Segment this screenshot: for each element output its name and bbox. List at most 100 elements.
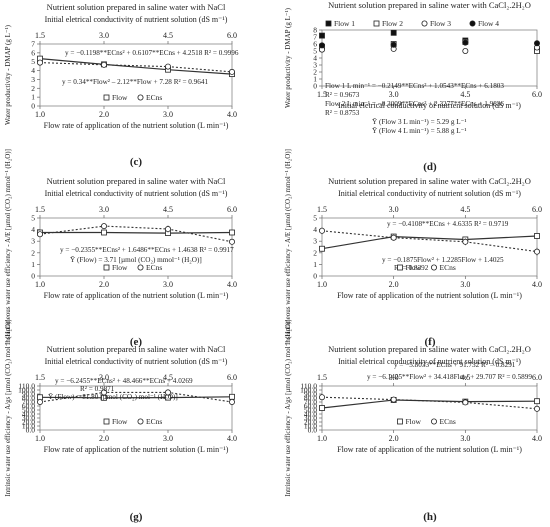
legend-marker (137, 264, 144, 271)
y-tick-label: 5 (313, 47, 317, 56)
legend-marker (430, 418, 437, 425)
top-tick-label: 4.5 (460, 205, 470, 214)
y-tick-label: 50.0 (22, 406, 35, 415)
plot-frame (39, 385, 233, 431)
x-axis-label: Flow rate of application of the nutrient… (44, 121, 229, 130)
y-tick-label: 7 (31, 40, 35, 49)
y-tick-label: 3 (31, 75, 35, 84)
y-tick-label: 30.0 (304, 414, 317, 423)
chart-title: Nutrient solution prepared in saline wat… (328, 176, 531, 186)
x-tick-label: 4.0 (227, 280, 237, 289)
legend-marker (103, 264, 110, 271)
y-tick-label: 60.0 (22, 402, 35, 411)
y-axis-label: Water productivity - DMAP (g L⁻¹) (4, 24, 12, 125)
equation-annotation: y = −0.1875Flow² + 1.2285Flow + 1.4025 (382, 256, 504, 264)
x-tick-label: 1.0 (317, 434, 327, 443)
y-tick-label: 4 (313, 225, 317, 234)
y-tick-label: 0 (31, 272, 35, 281)
legend-label: Flow (112, 417, 128, 426)
y-tick-label: 6 (31, 48, 35, 57)
y-tick-label: 80.0 (22, 394, 35, 403)
x-tick-label: 3.0 (460, 280, 470, 289)
y-tick-label: 10.0 (304, 422, 317, 431)
legend-item: Flow 4 (469, 19, 499, 28)
top-axis-label: Initial eletrical conductivity of nutrie… (338, 189, 521, 198)
legend-item: Flow (103, 263, 128, 272)
panel-label: (e) (130, 336, 143, 348)
plot-frame (321, 385, 538, 431)
data-point (534, 40, 541, 47)
x-tick-label: 4.0 (532, 280, 542, 289)
series-flow-2 (319, 39, 540, 54)
data-point (101, 223, 108, 230)
x-tick-label: 1.0 (35, 280, 45, 289)
x-tick-label: 3.0 (460, 434, 470, 443)
equation-annotation: Flow 1 L min⁻¹ = −0.2149**ECns² + 1.0543… (325, 82, 504, 90)
equation-annotation: Ȳ (Flow) = 81.80 [µmol (CO₂) mol⁻¹ (H₂O)… (48, 392, 178, 401)
top-tick-label: 1.5 (317, 205, 327, 214)
data-point (318, 227, 325, 234)
x-tick-label: 2.0 (99, 110, 109, 119)
legend-marker (137, 94, 144, 101)
y-tick-label: 4 (31, 225, 35, 234)
data-point (164, 63, 171, 70)
top-tick-label: 6.0 (227, 373, 237, 382)
panel-h: Nutrient solution prepared in saline wat… (284, 319, 542, 523)
legend-marker (469, 20, 476, 27)
series-flow (37, 55, 235, 78)
y-tick-label: 4 (313, 54, 317, 63)
top-tick-label: 6.0 (227, 205, 237, 214)
series-flow (319, 233, 540, 252)
legend-label: Flow 4 (478, 19, 499, 28)
series-ecns (318, 394, 541, 412)
y-tick-label: 2 (31, 248, 35, 257)
data-point (534, 398, 540, 405)
legend-marker (397, 418, 403, 425)
equation-annotation: Ȳ (Flow) = 3.71 [µmol (CO₂) mmol⁻¹ (H₂O)… (70, 255, 202, 264)
chart-title: Nutrient solution prepared in saline wat… (47, 176, 226, 186)
x-tick-label: 3.0 (163, 280, 173, 289)
y-tick-label: 3 (31, 237, 35, 246)
x-tick-label: 2.0 (99, 280, 109, 289)
data-point (229, 229, 235, 236)
trend-line (39, 225, 233, 243)
data-point (534, 405, 541, 412)
y-tick-label: 0 (313, 82, 317, 91)
legend-item: ECns (137, 263, 162, 272)
panel-c: Nutrient solution prepared in saline wat… (4, 2, 239, 168)
data-point (228, 68, 235, 75)
legend-item: Flow 2 (373, 19, 403, 28)
y-tick-label: 5 (313, 214, 317, 223)
top-axis-label: Initial eletrical conductivity of nutrie… (45, 189, 228, 198)
equation-annotation: Ȳ (Flow 4 L min⁻¹) = 5.88 g L⁻¹ (372, 126, 467, 135)
series-flow (319, 397, 540, 411)
x-tick-label: 3.0 (389, 90, 399, 99)
legend-label: Flow 1 (334, 19, 355, 28)
y-tick-label: 20.0 (22, 418, 35, 427)
panel-f: Nutrient solution prepared in saline wat… (284, 149, 542, 348)
x-tick-label: 1.0 (317, 280, 327, 289)
chart-title: Nutrient solution prepared in saline wat… (47, 344, 226, 354)
top-tick-label: 3.0 (389, 205, 399, 214)
top-tick-label: 6.0 (532, 205, 542, 214)
legend-item: Flow (397, 417, 422, 426)
top-axis-label: Initial eletrical conductivity of nutrie… (338, 357, 521, 366)
top-tick-label: 1.5 (35, 205, 45, 214)
y-tick-label: 6 (313, 40, 317, 49)
series-flow (37, 229, 235, 236)
x-axis-label: Flow rate of application of the nutrient… (44, 291, 229, 300)
y-tick-label: 4 (31, 66, 35, 75)
data-point (462, 48, 469, 55)
legend-marker (103, 418, 110, 425)
panel-label: (g) (130, 511, 143, 523)
top-tick-label: 4.5 (163, 373, 173, 382)
chart-title: Nutrient solution prepared in saline wat… (328, 344, 531, 354)
legend-item: ECns (137, 93, 162, 102)
x-axis-label: Flow rate of application of the nutrient… (337, 291, 522, 300)
y-tick-label: 0.0 (308, 426, 318, 435)
legend-marker (103, 94, 110, 101)
legend-marker (373, 20, 380, 27)
data-point (37, 398, 44, 405)
top-axis-label: Initial eletrical conductivity of nutrie… (45, 15, 228, 24)
